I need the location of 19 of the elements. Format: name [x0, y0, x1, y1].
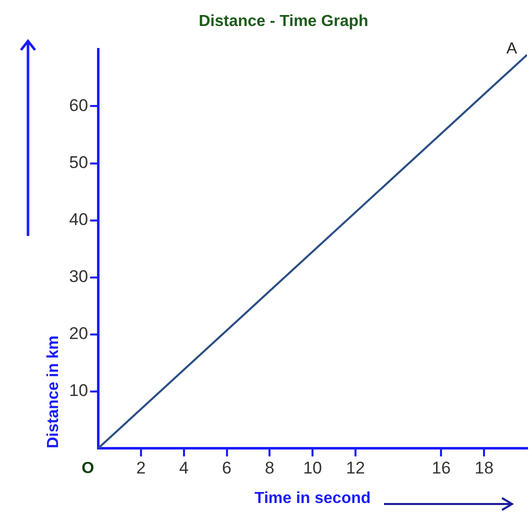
x-tick-label: 6 [222, 458, 232, 478]
chart-title: Distance - Time Graph [198, 13, 368, 30]
x-tick-label: 18 [474, 458, 494, 478]
y-tick-label: 50 [69, 152, 88, 172]
x-tick-label: 12 [346, 458, 365, 478]
x-tick-label: 8 [264, 458, 274, 478]
y-tick-label: 20 [69, 324, 88, 344]
y-tick-label: 10 [69, 381, 88, 400]
y-axis-title: Distance in km [45, 335, 62, 448]
x-tick-label: 4 [179, 458, 189, 478]
annotation: O [82, 460, 94, 477]
annotation: A [506, 40, 518, 58]
y-tick-label: 30 [69, 267, 88, 286]
y-tick-label: 60 [69, 96, 88, 115]
x-tick-label: 10 [303, 458, 322, 478]
x-axis-title: Time in second [254, 490, 371, 507]
x-tick-label: 16 [432, 458, 451, 478]
y-tick-label: 40 [69, 210, 88, 229]
x-tick-label: 2 [136, 458, 146, 478]
